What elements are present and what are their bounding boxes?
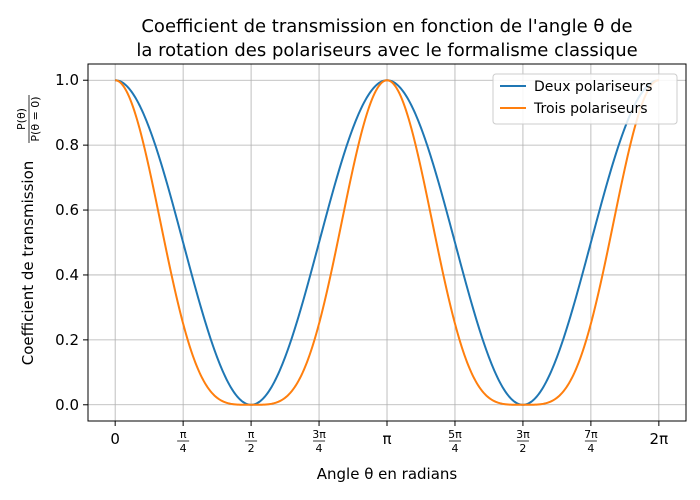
x-tick-label-denominator: 2 (519, 442, 526, 455)
x-tick-label-denominator: 4 (587, 442, 594, 455)
x-tick-label-numerator: 5π (448, 428, 462, 441)
y-tick-label: 0.2 (55, 331, 79, 349)
x-tick-label: 0 (110, 430, 120, 448)
y-tick-label: 0.6 (55, 201, 79, 219)
series-line-2 (115, 79, 659, 406)
y-tick-label: 0.4 (55, 266, 79, 284)
x-tick-label: 2π (650, 430, 669, 448)
legend: Deux polariseurs Trois polariseurs (492, 73, 678, 125)
x-axis-label: Angle θ en radians (317, 465, 458, 483)
legend-label-2: Trois polariseurs (533, 101, 648, 117)
x-tick-label: π (382, 430, 391, 448)
x-tick-label-numerator: 3π (516, 428, 530, 441)
chart-title: Coefficient de transmission en fonction … (136, 16, 637, 61)
y-tick-label: 1.0 (55, 71, 79, 89)
legend-box (492, 73, 678, 125)
x-tick-label-numerator: 3π (312, 428, 326, 441)
chart-title-line-2: la rotation des polariseurs avec le form… (136, 40, 637, 61)
series-layer (115, 79, 659, 406)
x-tick-label-numerator: 7π (584, 428, 598, 441)
y-axis-label: Coefficient de transmission P(θ) P(θ = 0… (15, 95, 42, 365)
x-tick-label-denominator: 4 (180, 442, 187, 455)
y-axis-label-denominator: P(θ = 0) (29, 96, 42, 141)
x-tick-label-numerator: π (180, 428, 187, 441)
chart-title-line-1: Coefficient de transmission en fonction … (141, 16, 632, 37)
y-axis: 0.0 0.2 0.4 0.6 0.8 1.0 (55, 71, 88, 414)
y-tick-label: 0.0 (55, 396, 79, 414)
x-tick-label-numerator: π (248, 428, 255, 441)
legend-label-1: Deux polariseurs (534, 79, 652, 95)
x-tick-label-denominator: 2 (248, 442, 255, 455)
x-tick-label-denominator: 4 (451, 442, 458, 455)
x-tick-label-denominator: 4 (316, 442, 323, 455)
y-axis-label-numerator: P(θ) (15, 108, 28, 130)
y-tick-label: 0.8 (55, 136, 79, 154)
y-axis-label-text: Coefficient de transmission (19, 161, 37, 366)
